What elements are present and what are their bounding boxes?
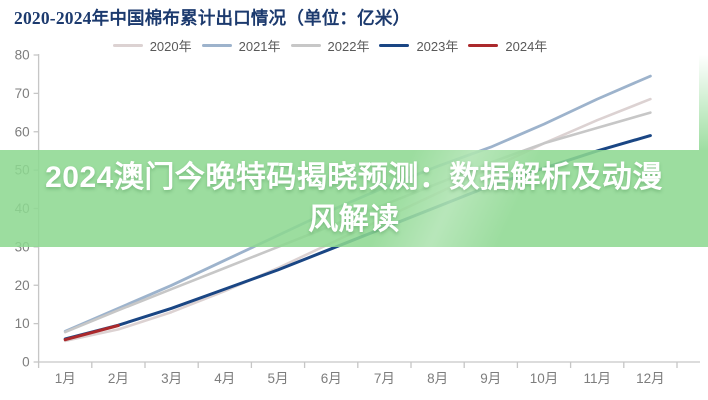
overlay-banner-background	[0, 150, 708, 247]
chart-legend: 2020年 2021年 2022年 2023年 2024年	[0, 36, 660, 55]
legend-label: 2023年	[416, 39, 459, 54]
y-tick-label: 10	[15, 316, 30, 331]
x-tick-label: 3月	[161, 371, 182, 386]
legend-swatch-icon	[468, 44, 499, 47]
y-tick-label: 60	[15, 124, 30, 139]
legend-label: 2021年	[238, 39, 281, 54]
x-tick-label: 2月	[108, 371, 129, 386]
legend-item-2022年: 2022年	[290, 36, 370, 55]
banner-edge-glow	[699, 55, 708, 150]
legend-item-2024年: 2024年	[468, 36, 547, 55]
legend-item-2021年: 2021年	[201, 36, 281, 55]
overlay-banner-line2: 风解读	[308, 202, 400, 236]
legend-item-2020年: 2020年	[112, 36, 192, 55]
x-tick-label: 6月	[321, 371, 342, 386]
legend-swatch-icon	[379, 44, 410, 47]
x-tick-label: 10月	[530, 371, 559, 386]
legend-label: 2020年	[149, 39, 192, 54]
x-tick-label: 12月	[636, 371, 665, 386]
legend-label: 2022年	[327, 39, 370, 54]
legend-swatch-icon	[290, 44, 321, 47]
x-tick-label: 11月	[583, 371, 611, 386]
overlay-banner-line1: 2024澳门今晚特码揭晓预测：数据解析及动漫	[45, 160, 663, 194]
legend-item-2023年: 2023年	[379, 36, 458, 55]
series-line-2024年	[63, 324, 120, 342]
legend-label: 2024年	[505, 39, 548, 54]
chart-title: 2020-2024年中国棉布累计出口情况（单位：亿米）	[14, 8, 411, 28]
x-tick-label: 9月	[480, 371, 501, 386]
y-tick-label: 0	[22, 355, 30, 370]
legend-swatch-icon	[112, 44, 143, 47]
legend-swatch-icon	[201, 44, 232, 47]
x-tick-label: 1月	[55, 371, 76, 386]
overlay-banner: 2024澳门今晚特码揭晓预测：数据解析及动漫 风解读	[0, 150, 708, 247]
y-tick-label: 80	[15, 48, 30, 63]
x-tick-label: 7月	[374, 371, 395, 386]
y-tick-label: 70	[15, 86, 30, 101]
x-tick-label: 5月	[267, 371, 288, 386]
y-tick-label: 20	[15, 278, 30, 293]
x-tick-label: 8月	[427, 371, 448, 386]
x-tick-label: 4月	[214, 371, 235, 386]
